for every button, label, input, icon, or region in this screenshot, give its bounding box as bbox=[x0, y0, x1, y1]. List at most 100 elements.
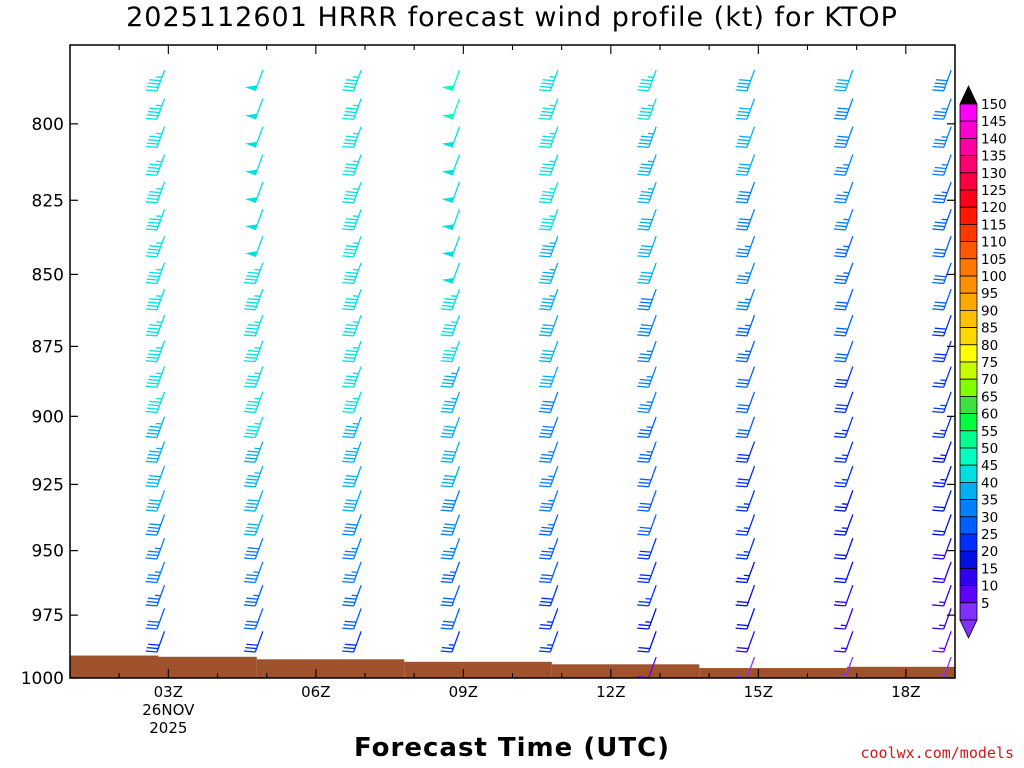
barb-full bbox=[835, 432, 847, 435]
barb-staff bbox=[353, 98, 362, 120]
barb-full bbox=[833, 173, 846, 176]
colorbar: 1501451401351301251201151101051009590858… bbox=[959, 85, 1007, 639]
barb-full bbox=[344, 502, 357, 505]
barb-full bbox=[343, 85, 355, 89]
barb-full bbox=[833, 557, 846, 560]
barb-staff bbox=[451, 391, 461, 413]
barb-full bbox=[932, 509, 944, 512]
barb-full bbox=[836, 378, 848, 382]
barb-staff bbox=[451, 561, 461, 583]
barb-full bbox=[540, 530, 552, 533]
barb-full bbox=[148, 453, 160, 457]
barb-full bbox=[344, 404, 357, 407]
colorbar-label: 75 bbox=[981, 355, 998, 371]
barb-full bbox=[345, 324, 358, 327]
barb-full bbox=[541, 139, 553, 142]
barb-full bbox=[835, 356, 847, 359]
colorbar-segment bbox=[959, 241, 978, 260]
barb-full bbox=[538, 604, 551, 607]
colorbar-segment bbox=[959, 103, 978, 122]
barb-full bbox=[540, 600, 552, 604]
barb-full bbox=[541, 453, 553, 457]
barb-full bbox=[738, 378, 750, 382]
wind-barb bbox=[243, 340, 264, 363]
barb-full bbox=[542, 107, 555, 110]
barb-staff bbox=[451, 514, 461, 536]
barb-full bbox=[541, 429, 553, 432]
barb-full bbox=[738, 353, 750, 356]
wind-barb bbox=[538, 235, 559, 258]
wind-barb bbox=[538, 391, 559, 414]
x-axis-title: Forecast Time (UTC) bbox=[353, 733, 671, 763]
barb-full bbox=[148, 429, 160, 432]
wind-barb bbox=[637, 584, 657, 607]
barb-full bbox=[149, 298, 161, 301]
colorbar-segment bbox=[959, 189, 978, 208]
barb-full bbox=[738, 166, 750, 170]
barb-full bbox=[344, 139, 357, 142]
barb-full bbox=[735, 173, 748, 176]
colorbar-segment bbox=[959, 499, 978, 518]
barb-full bbox=[538, 281, 551, 285]
wind-barb bbox=[243, 561, 264, 584]
barb-full bbox=[735, 604, 748, 607]
barb-full bbox=[444, 499, 456, 502]
barb-full bbox=[247, 375, 260, 378]
barb-full bbox=[637, 117, 649, 120]
barb-staff bbox=[943, 490, 952, 512]
barb-full bbox=[540, 506, 552, 509]
barb-full bbox=[146, 251, 159, 255]
barb-full bbox=[932, 604, 944, 607]
barb-full bbox=[146, 224, 159, 228]
barb-staff bbox=[549, 631, 559, 653]
barb-full bbox=[933, 407, 945, 410]
wind-barb bbox=[538, 126, 559, 149]
wind-barb bbox=[932, 561, 952, 584]
barb-full bbox=[933, 382, 945, 385]
wind-barb bbox=[833, 340, 854, 363]
barb-full bbox=[145, 509, 158, 512]
barb-staff bbox=[254, 126, 264, 148]
barb-staff bbox=[549, 262, 559, 284]
wind-barb bbox=[637, 209, 657, 231]
barb-staff bbox=[648, 584, 657, 607]
wind-barb bbox=[441, 126, 461, 148]
barb-full bbox=[835, 600, 847, 604]
wind-barb bbox=[440, 340, 461, 363]
barb-staff bbox=[549, 340, 559, 362]
barb-full bbox=[934, 82, 947, 85]
barb-staff bbox=[844, 416, 854, 438]
barb-full bbox=[443, 526, 455, 529]
credit-text: coolwx.com/models bbox=[860, 744, 1014, 762]
wind-barb bbox=[735, 235, 756, 258]
barb-full bbox=[345, 107, 358, 110]
barb-staff bbox=[943, 561, 952, 583]
barb-staff bbox=[254, 631, 264, 653]
barb-full bbox=[148, 574, 160, 577]
barb-full bbox=[932, 255, 944, 258]
wind-barb bbox=[735, 314, 756, 337]
barb-full bbox=[738, 301, 750, 304]
barb-full bbox=[148, 301, 160, 304]
wind-barb bbox=[735, 69, 756, 92]
wind-barb bbox=[440, 538, 461, 560]
barb-full bbox=[836, 404, 848, 407]
barb-full bbox=[538, 145, 551, 149]
barb-full bbox=[148, 221, 160, 224]
colorbar-segment bbox=[959, 361, 978, 380]
barb-full bbox=[538, 334, 551, 337]
barb-full bbox=[538, 117, 551, 120]
y-tick-label: 925 bbox=[32, 475, 64, 495]
wind-barb bbox=[833, 262, 854, 285]
wind-barb bbox=[342, 514, 362, 536]
barb-full bbox=[148, 82, 160, 85]
barb-full bbox=[440, 604, 453, 607]
wind-barb bbox=[735, 262, 756, 285]
barb-staff bbox=[353, 538, 362, 560]
barb-full bbox=[835, 330, 847, 334]
wind-barb bbox=[538, 209, 559, 231]
barb-full bbox=[639, 404, 652, 407]
colorbar-segment bbox=[959, 327, 978, 346]
barb-full bbox=[145, 255, 158, 258]
barb-full bbox=[638, 142, 650, 145]
